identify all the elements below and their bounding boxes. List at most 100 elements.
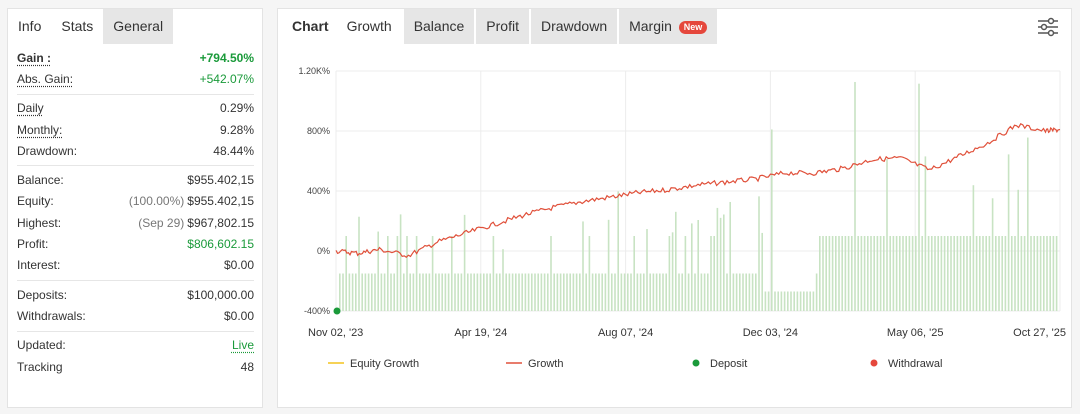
- deposit-bar: [361, 273, 363, 311]
- deposit-bar: [524, 273, 527, 311]
- deposit-bar: [444, 273, 447, 311]
- x-tick-label: Oct 27, '25: [1013, 327, 1066, 339]
- deposit-bar: [540, 273, 543, 311]
- stat-row: Drawdown: 48.44%: [17, 140, 254, 161]
- deposit-bar: [995, 236, 997, 311]
- deposit-bar: [985, 236, 987, 311]
- deposit-bar: [454, 273, 456, 311]
- tab-profit[interactable]: Profit: [476, 9, 529, 44]
- deposit-bar: [963, 236, 965, 311]
- deposit-bar: [534, 273, 536, 311]
- y-tick-label: 800%: [307, 126, 330, 136]
- deposit-bar: [537, 273, 539, 311]
- deposit-bar: [588, 236, 591, 311]
- deposit-bar: [825, 236, 827, 311]
- y-tick-label: 400%: [307, 186, 330, 196]
- deposit-bar: [982, 236, 984, 311]
- deposit-bar: [406, 236, 408, 311]
- deposit-bar: [908, 236, 911, 311]
- tab-stats[interactable]: Stats: [51, 9, 104, 44]
- deposit-bar: [991, 198, 994, 311]
- stat-label[interactable]: Gain :: [17, 50, 52, 65]
- deposit-bar: [687, 273, 690, 311]
- deposit-bar: [1036, 236, 1039, 311]
- deposit-bar: [966, 236, 968, 311]
- tab-chart[interactable]: Chart: [278, 9, 337, 44]
- deposit-bar: [739, 273, 741, 311]
- stat-label: Equity:: [17, 194, 54, 209]
- deposit-bar: [563, 273, 565, 311]
- deposit-bar: [934, 236, 936, 311]
- deposit-bar: [630, 273, 632, 311]
- tab-info[interactable]: Info: [18, 18, 42, 34]
- tab-margin[interactable]: Margin New: [619, 9, 718, 44]
- deposit-bar: [876, 236, 879, 311]
- deposit-bar: [595, 273, 597, 311]
- deposit-bar: [950, 236, 952, 311]
- tab-balance[interactable]: Balance: [403, 9, 475, 44]
- deposit-bar: [447, 273, 450, 311]
- deposit-bar: [556, 273, 559, 311]
- deposit-bar: [467, 273, 469, 311]
- stat-value-text: Live: [231, 338, 254, 353]
- deposit-bar: [998, 236, 1000, 311]
- deposit-bar: [415, 236, 418, 311]
- deposit-bar: [780, 291, 783, 311]
- deposit-bar: [550, 236, 552, 311]
- stat-label[interactable]: Daily: [17, 101, 44, 116]
- deposit-bar: [614, 273, 616, 311]
- legend-swatch: [870, 359, 878, 367]
- deposit-bar: [422, 273, 424, 311]
- deposit-bar: [847, 236, 850, 311]
- legend-label: Withdrawal: [888, 358, 942, 370]
- stat-label[interactable]: Monthly:: [17, 122, 63, 137]
- deposit-bar: [652, 273, 655, 311]
- deposit-bar: [364, 273, 367, 311]
- sliders-icon[interactable]: [1037, 17, 1059, 37]
- stat-value[interactable]: Live: [232, 338, 254, 352]
- deposit-bar: [380, 273, 383, 311]
- deposit-bar: [988, 236, 991, 311]
- deposit-bar: [1011, 236, 1013, 311]
- deposit-bar: [598, 273, 600, 311]
- deposit-bar: [604, 273, 607, 311]
- deposit-bar: [831, 236, 834, 311]
- x-tick-label: Nov 02, '23: [308, 327, 363, 339]
- tab-general[interactable]: General: [103, 9, 174, 44]
- legend-label: Equity Growth: [350, 358, 419, 370]
- deposit-bar: [1027, 137, 1029, 311]
- deposit-bar: [787, 291, 789, 311]
- deposit-bar: [723, 214, 725, 311]
- stat-row: Deposits: $100,000.00: [17, 284, 254, 305]
- deposit-bar: [591, 273, 594, 311]
- stat-value-text: $806,602.15: [187, 237, 254, 252]
- deposit-bar: [531, 273, 533, 311]
- deposit-bar: [521, 273, 523, 311]
- deposit-bar: [742, 273, 744, 311]
- deposit-bar: [579, 273, 581, 311]
- deposit-bar: [348, 273, 351, 311]
- y-tick-label: 0%: [317, 246, 330, 256]
- deposit-bar: [790, 291, 792, 311]
- stat-label: Tracking: [17, 359, 63, 374]
- tab-drawdown[interactable]: Drawdown: [530, 9, 618, 44]
- deposit-bar: [511, 273, 514, 311]
- deposit-bar: [815, 273, 818, 311]
- deposit-bar: [943, 236, 946, 311]
- stat-row: Monthly: 9.28%: [17, 119, 254, 140]
- stat-label: Balance:: [17, 173, 64, 188]
- deposit-bar: [927, 236, 930, 311]
- deposit-bar: [857, 236, 859, 311]
- deposit-bar: [412, 273, 415, 311]
- stat-label: Updated:: [17, 338, 66, 353]
- deposit-bar: [428, 273, 431, 311]
- deposit-bar: [659, 273, 661, 311]
- stat-label: Deposits:: [17, 287, 68, 302]
- tab-growth[interactable]: Growth: [336, 9, 402, 44]
- stat-label[interactable]: Abs. Gain:: [17, 71, 74, 86]
- deposit-bar: [649, 273, 651, 311]
- deposit-bar: [860, 236, 863, 311]
- stat-row: Balance: $955.402,15: [17, 169, 254, 190]
- deposit-bar: [758, 196, 760, 311]
- deposit-bar: [431, 236, 434, 311]
